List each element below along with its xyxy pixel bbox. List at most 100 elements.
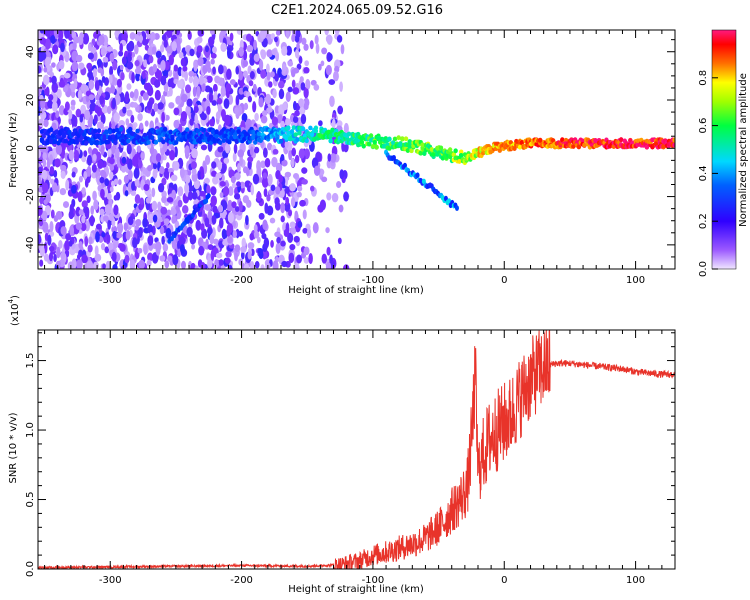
heatmap-cell [305, 78, 311, 89]
heatmap-cell [220, 42, 227, 53]
heatmap-cell [86, 260, 94, 269]
heatmap-cell [106, 46, 113, 52]
heatmap-cell [40, 210, 48, 221]
heatmap-cell [138, 34, 144, 43]
heatmap-cell [253, 146, 260, 154]
heatmap-cell [216, 97, 223, 105]
heatmap-cell [234, 244, 241, 253]
heatmap-cell [281, 260, 288, 268]
heatmap-cell [327, 153, 332, 162]
heatmap-cell [226, 227, 231, 237]
snr-x-tick-label: 100 [626, 575, 645, 586]
heatmap-cell [161, 190, 167, 199]
heatmap-cell [221, 138, 227, 143]
heatmap-cell [87, 119, 93, 126]
heatmap-cell [68, 149, 75, 161]
heatmap-cell [248, 80, 254, 87]
chart-title: C2E1.2024.065.09.52.G16 [271, 3, 443, 18]
heatmap-cell [409, 148, 414, 154]
heatmap-cell [519, 139, 525, 145]
heatmap-cell [292, 67, 300, 74]
heatmap-cell [119, 64, 124, 71]
heatmap-cell [302, 133, 308, 139]
heatmap-cell [318, 63, 322, 71]
heatmap-cell [328, 79, 336, 86]
heatmap-cell [178, 236, 186, 246]
heatmap-cell [60, 251, 66, 259]
heatmap-cell [107, 129, 113, 135]
heatmap-cell [88, 236, 93, 245]
heatmap-cell [166, 197, 174, 203]
heatmap-cell [49, 221, 54, 233]
heatmap-cell [109, 186, 114, 193]
snr-x-tick-label: -300 [99, 575, 122, 586]
heatmap-cell [151, 200, 158, 211]
heatmap-cell [92, 190, 97, 201]
heatmap-cell [49, 71, 55, 78]
heatmap-cell [222, 239, 228, 246]
heatmap-cell [229, 32, 234, 42]
heatmap-cell [265, 63, 270, 74]
heatmap-cell [125, 229, 131, 241]
heatmap-cell [158, 182, 165, 193]
colorbar: 0.0 0.2 0.4 0.6 0.8 Normalized spectral ampl… [698, 29, 749, 277]
heatmap-cell [184, 182, 190, 195]
heatmap-cell [284, 171, 292, 178]
heatmap-cell [64, 101, 70, 111]
heatmap-cell [86, 165, 92, 177]
heatmap-cell [153, 79, 161, 88]
heatmap-cell [124, 91, 130, 103]
heatmap-cell [209, 118, 215, 127]
heatmap-cell [238, 46, 244, 57]
heatmap-cell [45, 194, 51, 203]
heatmap-cell [293, 132, 298, 138]
heatmap-cell [191, 168, 197, 176]
heatmap-cell [270, 240, 274, 248]
heatmap-cell [256, 236, 261, 244]
heatmap-cell [101, 231, 106, 238]
heatmap-cell [146, 259, 152, 267]
heatmap-cell [46, 160, 51, 169]
heatmap-cell [190, 161, 197, 169]
heatmap-cell [217, 146, 224, 153]
heatmap-cell [138, 95, 143, 104]
heatmap-cell [86, 195, 91, 204]
snr-x-tick-label: -100 [362, 575, 385, 586]
heatmap-cell [361, 143, 366, 149]
heatmap-cell [275, 162, 283, 173]
heatmap-cell [254, 112, 259, 122]
heatmap-cell [129, 32, 136, 40]
heatmap-cell [56, 260, 61, 267]
heatmap-cell [215, 172, 223, 179]
heatmap-cell [250, 184, 255, 196]
heatmap-cell [271, 156, 278, 168]
heatmap-cell [177, 186, 184, 197]
heatmap-cell [142, 38, 149, 46]
heatmap-cell [100, 47, 107, 57]
heatmap-cell [38, 217, 44, 227]
heatmap-cell [418, 150, 423, 156]
heatmap-cell [285, 91, 291, 103]
heatmap-cell [457, 159, 462, 164]
heatmap-cell [415, 172, 420, 179]
heatmap-cell [214, 129, 219, 135]
heatmap-cell [368, 133, 374, 139]
heatmap-cell [138, 259, 145, 269]
heatmap-cell [390, 140, 396, 146]
heatmap-cell [270, 71, 275, 78]
heatmap-cell [196, 36, 203, 44]
heatmap-cell [310, 132, 315, 138]
heatmap-cell [239, 157, 243, 166]
heatmap-cell [121, 56, 127, 65]
heatmap-cell [340, 44, 345, 55]
heatmap-cell [290, 196, 296, 208]
heatmap-cell [112, 230, 117, 240]
heatmap-cell [38, 149, 42, 159]
heatmap-cell [99, 176, 105, 184]
heatmap-cell [154, 89, 161, 101]
heatmap-cell [161, 235, 166, 246]
heatmap-cell [210, 186, 217, 196]
heatmap-cell [99, 208, 105, 216]
spectrogram-x-tick-label: 100 [626, 275, 645, 286]
heatmap-cell [49, 154, 53, 165]
